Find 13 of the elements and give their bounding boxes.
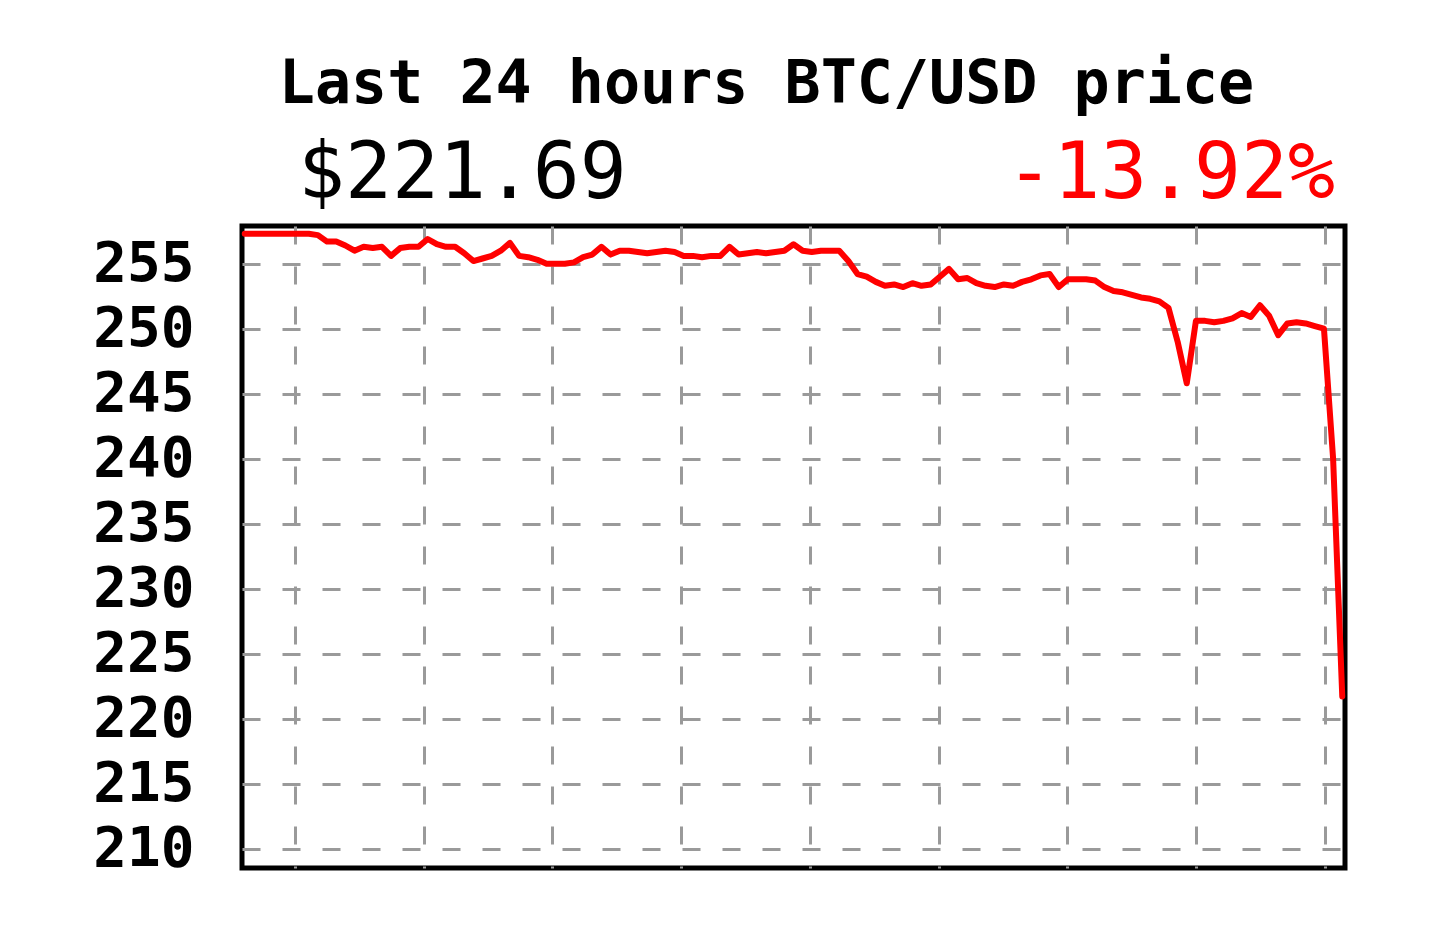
y-tick-label: 210	[93, 814, 195, 880]
y-tick-label: 225	[93, 619, 195, 685]
y-tick-label: 235	[93, 489, 195, 555]
y-tick-label: 245	[93, 359, 195, 425]
y-tick-label: 215	[93, 749, 195, 815]
y-tick-label: 230	[93, 554, 195, 620]
y-tick-label: 255	[93, 229, 195, 295]
chart-title: Last 24 hours BTC/USD price	[278, 47, 1255, 117]
text: -13.92%	[1006, 126, 1335, 216]
y-tick-label: 220	[93, 684, 195, 750]
text: $221.69	[298, 126, 627, 216]
y-tick-label: 240	[93, 424, 195, 490]
y-tick-label: 250	[93, 294, 195, 360]
